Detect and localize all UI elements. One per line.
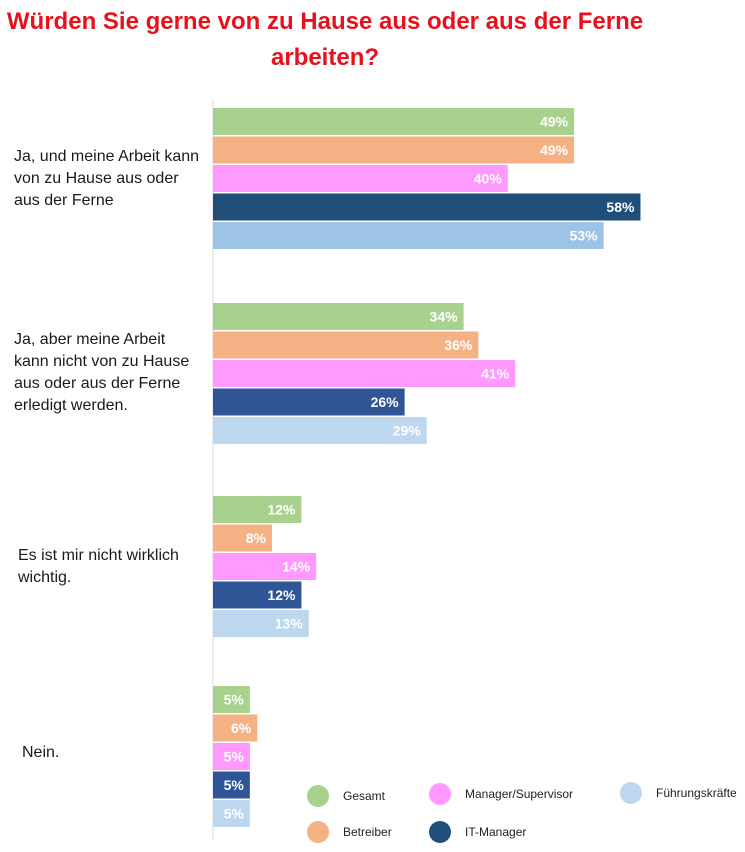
bar-1-manager-supervisor [213, 165, 508, 192]
category-label: Ja, aber meine Arbeit kann nicht von zu … [14, 331, 190, 414]
chart-title: Würden Sie gerne von zu Hause aus oder a… [6, 8, 644, 71]
bar-4-gesamt [213, 686, 250, 713]
legend-item: Betreiber [307, 820, 392, 844]
data-label: 5% [224, 692, 245, 708]
legend-swatch [429, 783, 451, 805]
bar-2-betreiber [213, 331, 479, 359]
data-label: 49% [540, 114, 569, 130]
legend-label: Manager/Supervisor [465, 787, 574, 801]
legend-label: Führungskräfte [656, 786, 737, 800]
data-label: 58% [606, 199, 635, 215]
legend-label: Gesamt [343, 789, 386, 803]
data-label: 41% [481, 366, 510, 382]
bar-2-it-manager [213, 388, 405, 416]
data-label: 5% [224, 806, 245, 822]
category-label: Nein. [22, 744, 60, 761]
bar-1-it-manager [213, 193, 641, 221]
legend-item: Führungskräfte [620, 781, 737, 805]
data-label: 8% [246, 530, 267, 546]
data-label: 40% [474, 171, 503, 187]
data-label: 26% [371, 394, 400, 410]
bar-4-f-hrungskr-fte [213, 800, 250, 827]
bar-1-gesamt [213, 108, 575, 135]
data-label: 13% [275, 616, 304, 632]
data-label: 5% [224, 777, 245, 793]
data-label: 14% [282, 559, 311, 575]
bar-3-gesamt [213, 496, 302, 523]
legend-item: IT-Manager [429, 820, 526, 844]
bar-1-betreiber [213, 136, 575, 164]
category-label: Es ist mir nicht wirklich wichtig. [18, 547, 179, 586]
bar-4-manager-supervisor [213, 743, 250, 770]
bar-2-manager-supervisor [213, 360, 516, 387]
bar-3-manager-supervisor [213, 553, 317, 580]
bar-3-f-hrungskr-fte [213, 610, 309, 637]
legend-swatch [307, 785, 329, 807]
data-label: 53% [570, 228, 599, 244]
data-label: 12% [267, 587, 296, 603]
legend-swatch [620, 782, 642, 804]
bar-4-betreiber [213, 714, 258, 742]
legend-label: Betreiber [343, 825, 392, 839]
legend-label: IT-Manager [465, 825, 527, 839]
bar-1-f-hrungskr-fte [213, 222, 604, 249]
bar-4-it-manager [213, 771, 250, 799]
data-label: 36% [444, 337, 473, 353]
data-label: 12% [267, 502, 296, 518]
legend-item: Gesamt [307, 784, 385, 808]
legend-swatch [429, 821, 451, 843]
bar-2-f-hrungskr-fte [213, 417, 427, 444]
legend-item: Manager/Supervisor [429, 782, 573, 806]
bar-3-it-manager [213, 581, 302, 609]
data-label: 29% [393, 423, 422, 439]
data-label: 6% [231, 720, 252, 736]
bar-3-betreiber [213, 524, 272, 552]
data-label: 5% [224, 749, 245, 765]
bar-2-gesamt [213, 303, 464, 330]
data-label: 34% [430, 309, 459, 325]
data-label: 49% [540, 142, 569, 158]
category-label: Ja, und meine Arbeit kann von zu Hause a… [14, 148, 200, 209]
legend-swatch [307, 821, 329, 843]
